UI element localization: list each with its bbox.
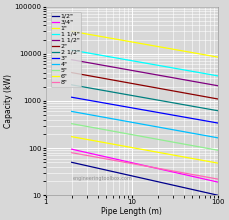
- Y-axis label: Capacity (kW): Capacity (kW): [4, 74, 13, 128]
- Text: engineeringtoolbox.com: engineeringtoolbox.com: [73, 176, 132, 181]
- Legend: 1/2", 3/4", 1", 1 1/4", 1 1/2", 2", 2 1/2", 3", 4", 5", 6", 8": 1/2", 3/4", 1", 1 1/4", 1 1/2", 2", 2 1/…: [51, 12, 82, 87]
- X-axis label: Pipe Length (m): Pipe Length (m): [101, 207, 162, 216]
